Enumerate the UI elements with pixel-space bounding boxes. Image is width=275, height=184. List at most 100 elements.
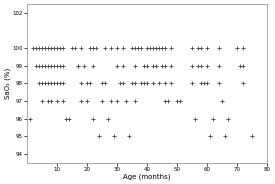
Point <box>76 64 80 67</box>
Point <box>79 82 83 85</box>
Point <box>57 64 62 67</box>
Point <box>211 117 215 120</box>
Point <box>60 64 65 67</box>
Point <box>34 47 38 50</box>
Point <box>175 100 179 102</box>
Point <box>199 82 204 85</box>
Point <box>145 82 149 85</box>
Point <box>40 82 44 85</box>
Point <box>91 64 95 67</box>
Point <box>160 64 164 67</box>
Point <box>166 100 170 102</box>
Point <box>241 47 246 50</box>
Point <box>106 117 110 120</box>
Point <box>73 47 77 50</box>
Point <box>142 82 146 85</box>
Point <box>139 82 143 85</box>
Point <box>250 135 254 138</box>
Point <box>70 47 74 50</box>
Point <box>121 47 125 50</box>
Point <box>55 47 59 50</box>
Point <box>82 64 86 67</box>
Point <box>154 47 158 50</box>
Point <box>85 100 89 102</box>
Point <box>199 47 204 50</box>
Point <box>31 47 35 50</box>
Point <box>40 64 44 67</box>
Point <box>49 47 53 50</box>
Point <box>52 82 56 85</box>
Point <box>52 47 56 50</box>
Point <box>112 135 116 138</box>
Point <box>196 64 200 67</box>
Point <box>217 47 221 50</box>
Point <box>103 82 107 85</box>
Point <box>217 82 221 85</box>
Point <box>160 47 164 50</box>
Point <box>217 64 221 67</box>
Point <box>139 47 143 50</box>
Point <box>55 64 59 67</box>
Point <box>202 82 206 85</box>
Point <box>43 64 47 67</box>
Point <box>163 64 167 67</box>
Point <box>238 64 243 67</box>
Point <box>148 47 152 50</box>
Point <box>142 64 146 67</box>
Point <box>76 64 80 67</box>
Point <box>169 47 173 50</box>
Point <box>121 64 125 67</box>
Point <box>37 47 41 50</box>
Point <box>115 100 119 102</box>
Point <box>79 47 83 50</box>
Point <box>205 47 209 50</box>
Point <box>79 100 83 102</box>
Point <box>208 135 212 138</box>
Point <box>151 47 155 50</box>
Point <box>130 82 134 85</box>
Point <box>85 82 89 85</box>
Point <box>103 47 107 50</box>
Point <box>178 100 182 102</box>
Point <box>67 117 71 120</box>
Point <box>241 64 246 67</box>
Point <box>37 64 41 67</box>
Point <box>49 64 53 67</box>
Point <box>37 82 41 85</box>
Point <box>145 47 149 50</box>
Point <box>157 82 161 85</box>
X-axis label: Age (months): Age (months) <box>123 173 171 180</box>
Point <box>109 100 113 102</box>
Point <box>133 82 137 85</box>
Point <box>57 82 62 85</box>
Point <box>43 82 47 85</box>
Point <box>46 82 50 85</box>
Point <box>55 82 59 85</box>
Point <box>88 47 92 50</box>
Point <box>193 117 197 120</box>
Point <box>49 100 53 102</box>
Point <box>49 82 53 85</box>
Point <box>130 47 134 50</box>
Point <box>43 47 47 50</box>
Y-axis label: SaO₂ (%): SaO₂ (%) <box>4 68 11 99</box>
Point <box>133 64 137 67</box>
Point <box>115 64 119 67</box>
Point <box>220 100 224 102</box>
Point <box>127 135 131 138</box>
Point <box>151 64 155 67</box>
Point <box>205 82 209 85</box>
Point <box>97 135 101 138</box>
Point <box>169 82 173 85</box>
Point <box>157 47 161 50</box>
Point <box>121 82 125 85</box>
Point <box>235 47 240 50</box>
Point <box>109 47 113 50</box>
Point <box>100 100 104 102</box>
Point <box>60 47 65 50</box>
Point <box>94 47 98 50</box>
Point <box>100 82 104 85</box>
Point <box>34 64 38 67</box>
Point <box>60 100 65 102</box>
Point <box>115 47 119 50</box>
